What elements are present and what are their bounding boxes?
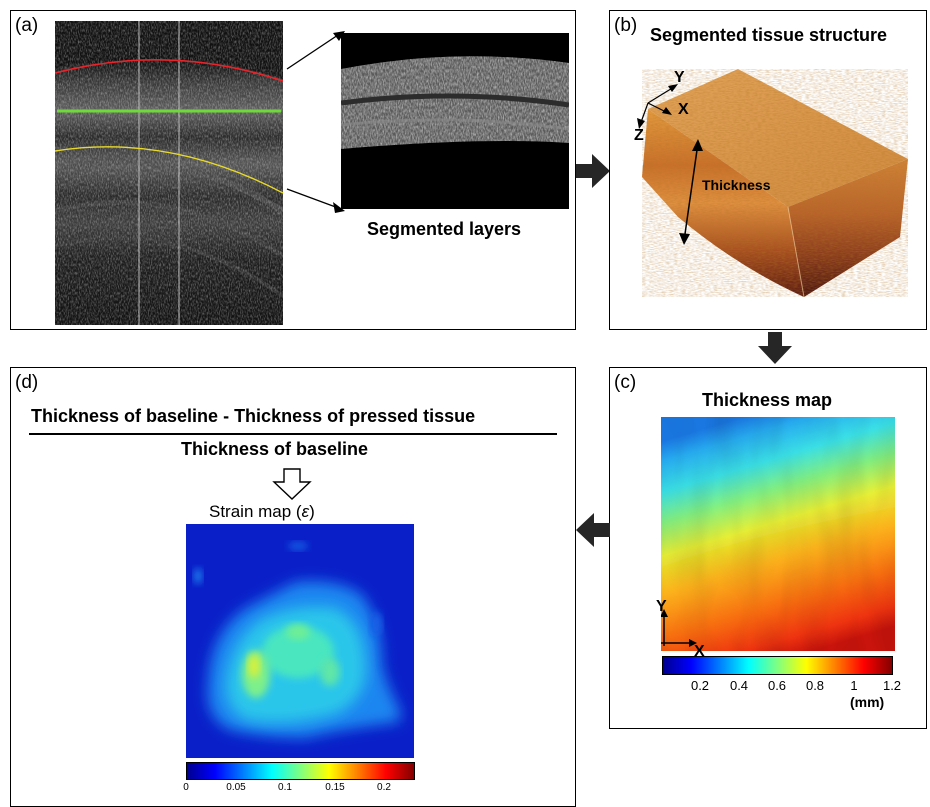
colorbar-tick-label: 0.8 (805, 678, 825, 693)
colorbar-tick-label: 0.4 (729, 678, 749, 693)
panel-c-axis-y: Y (656, 598, 667, 615)
panel-b-label: (b) (614, 15, 638, 36)
colorbar-tick-label: 0.2 (377, 782, 391, 793)
strain-map-title-end: ) (309, 502, 315, 521)
colorbar-tick-label: 0.1 (278, 782, 292, 793)
panel-a: (a) (10, 10, 576, 330)
colorbar-unit: (mm) (850, 694, 885, 710)
tissue-3d-render (637, 69, 908, 298)
segmented-layers-image (341, 33, 569, 209)
fraction-bar (29, 433, 557, 435)
thickness-map-image (661, 417, 895, 651)
panel-d: (d) Thickness of baseline - Thickness of… (10, 367, 576, 807)
left-arrow-icon (576, 513, 610, 547)
strain-colorbar-ticks: 0 0.05 0.1 0.15 0.2 (183, 782, 416, 796)
panel-b-axis-x: X (678, 101, 689, 118)
panel-c-axis-x: X (694, 643, 705, 660)
down-arrow-icon (758, 332, 792, 364)
colorbar-tick-label: 1 (850, 678, 858, 693)
formula-denominator: Thickness of baseline (181, 439, 369, 459)
right-arrow-icon (576, 154, 610, 188)
hollow-down-arrow-icon (272, 468, 312, 500)
colorbar-tick-label: 0.2 (690, 678, 710, 693)
colorbar-tick-label: 0.05 (226, 782, 246, 793)
panel-b-title: Segmented tissue structure (650, 25, 888, 45)
panel-b-axis-z: Z (634, 127, 644, 144)
panel-c: (c) Thickness map (609, 367, 927, 729)
panel-b-axis-y: Y (674, 69, 685, 86)
panel-a-label: (a) (15, 15, 39, 36)
panel-c-label: (c) (614, 372, 637, 393)
formula-numerator: Thickness of baseline - Thickness of pre… (31, 406, 476, 426)
panel-b: (b) Segmented tissue structure (609, 10, 927, 330)
strain-map-image (186, 524, 414, 758)
thickness-colorbar (662, 656, 893, 675)
strain-map-title: Strain map (ε) (209, 502, 315, 522)
thickness-colorbar-ticks: 0.2 0.4 0.6 0.8 1 1.2 (662, 678, 901, 696)
panel-d-label: (d) (15, 372, 39, 393)
panel-c-title: Thickness map (702, 390, 833, 410)
oct-bscan-image (55, 21, 283, 325)
colorbar-tick-label: 1.2 (882, 678, 902, 693)
colorbar-tick-label: 0.6 (767, 678, 787, 693)
epsilon-symbol: ε (301, 502, 310, 521)
strain-map-title-text: Strain map ( (209, 502, 302, 521)
thickness-label: Thickness (702, 177, 771, 193)
colorbar-tick-label: 0 (183, 782, 189, 793)
panel-a-caption: Segmented layers (367, 219, 522, 239)
colorbar-tick-label: 0.15 (325, 782, 345, 793)
strain-colorbar (186, 762, 415, 780)
